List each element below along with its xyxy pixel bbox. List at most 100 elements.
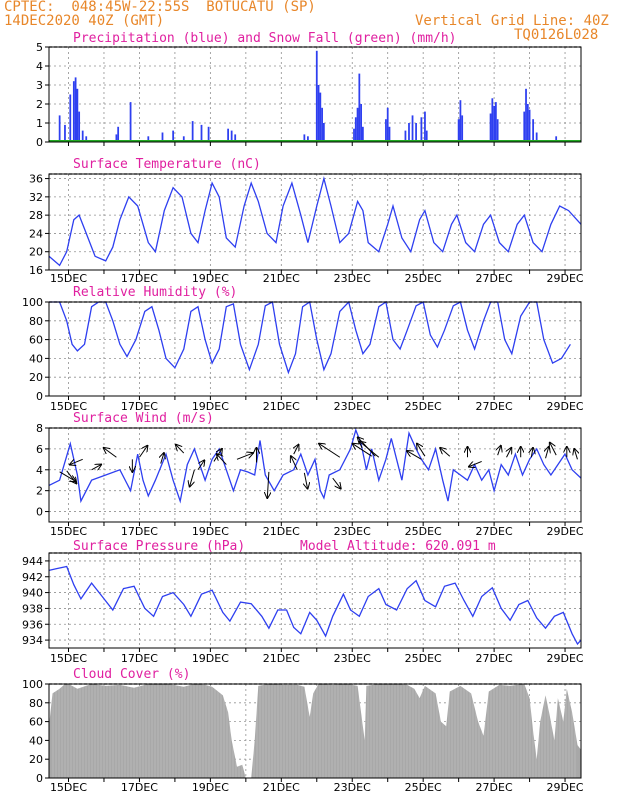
header-grid-note: Vertical Grid Line: 40Z — [415, 13, 609, 29]
y-tick-label: 944 — [22, 555, 43, 568]
x-tick-label: 19DEC — [192, 525, 229, 538]
precip-bar — [74, 77, 77, 142]
wind-arrow — [197, 460, 204, 471]
x-tick-label: 21DEC — [263, 525, 300, 538]
x-tick-label: 25DEC — [405, 652, 442, 665]
precip-bar — [491, 98, 494, 142]
panel-title: Surface Wind (m/s) — [73, 411, 214, 426]
x-tick-label: 17DEC — [121, 781, 158, 794]
x-tick-label: 29DEC — [546, 400, 583, 413]
series-line — [48, 176, 582, 267]
panel-title: Surface Temperature (nC) — [73, 157, 261, 172]
y-tick-label: 2 — [36, 98, 43, 111]
precip-bar — [85, 136, 88, 142]
y-tick-label: 940 — [22, 587, 43, 600]
precip-bar — [58, 115, 61, 142]
x-tick-label: 23DEC — [334, 400, 371, 413]
x-tick-label: 27DEC — [476, 272, 513, 285]
y-tick-label: 36 — [29, 173, 43, 186]
precip-bar — [420, 117, 423, 142]
x-tick-label: 21DEC — [263, 400, 300, 413]
panel-title: Cloud Cover (%) — [73, 667, 190, 682]
y-tick-label: 3 — [36, 79, 43, 92]
x-tick-label: 25DEC — [405, 525, 442, 538]
precip-bar — [523, 111, 526, 142]
wind-arrow — [574, 449, 577, 460]
panel-annotation: Model Altitude: 620.091 m — [300, 539, 496, 554]
x-tick-label: 23DEC — [334, 781, 371, 794]
panel-title: Relative Humidity (%) — [73, 285, 237, 300]
wind-arrow — [507, 448, 512, 458]
precip-bar — [404, 130, 407, 142]
precip-bar — [172, 130, 175, 142]
wind-arrow — [139, 446, 147, 458]
precip-bar — [69, 94, 72, 142]
y-tick-label: 0 — [36, 772, 43, 785]
y-tick-label: 934 — [22, 634, 43, 647]
wind-arrow — [332, 477, 341, 488]
panel-title: Precipitation (blue) and Snow Fall (gree… — [73, 31, 457, 46]
precip-bar — [207, 126, 210, 142]
wind-arrow — [360, 442, 380, 458]
panel-frame — [48, 46, 582, 143]
precip-bar — [72, 81, 75, 142]
precip-bar — [322, 123, 325, 142]
x-tick-label: 23DEC — [334, 652, 371, 665]
precip-bar — [388, 126, 391, 142]
precip-bar — [353, 128, 355, 142]
y-tick-label: 938 — [22, 602, 43, 615]
x-tick-label: 29DEC — [546, 652, 583, 665]
precip-bar — [76, 88, 79, 142]
y-tick-label: 6 — [36, 443, 43, 456]
precip-bar — [457, 119, 460, 142]
x-tick-label: 19DEC — [192, 781, 229, 794]
wind-arrow — [70, 458, 83, 464]
y-tick-label: 20 — [29, 246, 43, 259]
x-tick-label: 19DEC — [192, 272, 229, 285]
precip-bar — [78, 111, 81, 142]
precip-bar — [81, 130, 84, 142]
y-tick-label: 60 — [29, 334, 43, 347]
series-line — [48, 565, 582, 646]
x-tick-label: 27DEC — [476, 781, 513, 794]
y-tick-label: 80 — [29, 697, 43, 710]
x-tick-label: 21DEC — [263, 272, 300, 285]
precip-bar — [459, 100, 462, 142]
precip-bar — [411, 115, 414, 142]
wind-arrow — [546, 447, 549, 459]
precip-bar — [358, 73, 361, 142]
y-tick-label: 4 — [36, 464, 43, 477]
precip-bar — [415, 123, 417, 142]
precip-bar — [147, 136, 150, 142]
x-tick-label: 27DEC — [476, 400, 513, 413]
x-tick-label: 15DEC — [50, 781, 87, 794]
precip-bar — [161, 132, 164, 142]
precip-bar — [425, 130, 428, 142]
wind-arrow — [236, 453, 253, 460]
x-tick-label: 17DEC — [121, 525, 158, 538]
precip-bar — [525, 88, 527, 142]
x-tick-label: 15DEC — [50, 652, 87, 665]
x-tick-label: 29DEC — [546, 781, 583, 794]
precip-bar — [496, 119, 499, 142]
precip-bar — [182, 136, 185, 142]
precip-bar — [532, 119, 535, 142]
header-date: 14DEC2020 40Z (GMT) — [4, 13, 165, 29]
precip-bar — [317, 85, 320, 142]
x-tick-label: 17DEC — [121, 272, 158, 285]
cloud-cover-area — [49, 684, 581, 778]
y-tick-label: 942 — [22, 571, 43, 584]
wind-arrow — [291, 456, 298, 470]
y-tick-label: 2 — [36, 485, 43, 498]
x-tick-label: 21DEC — [263, 781, 300, 794]
wind-arrow — [176, 445, 185, 454]
precip-bar — [115, 134, 118, 142]
x-tick-label: 15DEC — [50, 525, 87, 538]
wind-arrow — [353, 444, 373, 457]
wind-arrow — [217, 454, 227, 465]
precip-bar — [319, 92, 322, 142]
x-tick-label: 21DEC — [263, 652, 300, 665]
wind-arrow — [294, 445, 299, 455]
panel-frame — [48, 427, 582, 523]
